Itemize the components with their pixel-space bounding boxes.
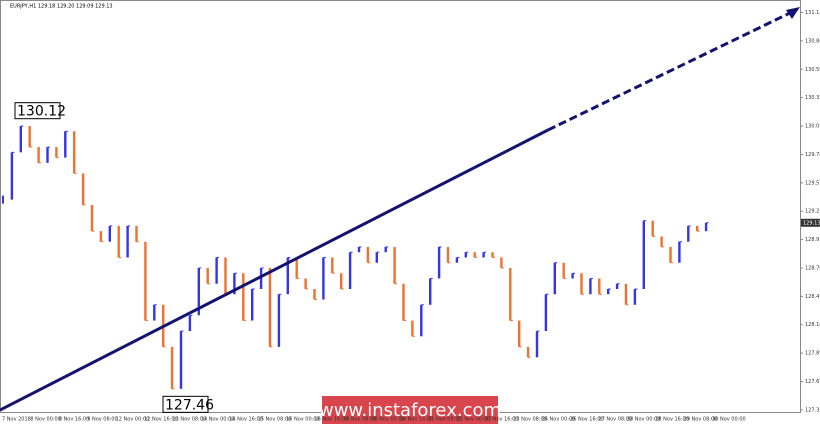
y-tick-label: 130.86 xyxy=(805,38,820,44)
x-tick-label: 20 Nov 00:00 xyxy=(371,417,405,423)
x-tick-label: 21 Nov 08:00 xyxy=(428,417,462,423)
x-tick-label: 22 Nov 16:00 xyxy=(485,417,519,423)
x-tick-label: 12 Nov 16:00 xyxy=(144,417,178,423)
trend-solid xyxy=(0,128,549,412)
x-tick-label: 8 Nov 16:00 xyxy=(59,417,90,423)
x-tick-label: 28 Nov 00:00 xyxy=(627,417,661,423)
x-tick-label: 15 Nov 08:00 xyxy=(258,417,292,423)
y-tick-label: 127.62 xyxy=(805,379,820,385)
x-tick-label: 27 Nov 08:00 xyxy=(598,417,632,423)
x-tick-label: 29 Nov 08:00 xyxy=(684,417,718,423)
trend-line xyxy=(0,7,800,412)
price-note-box xyxy=(162,395,209,413)
y-tick-label: 130.59 xyxy=(805,67,820,73)
x-tick-label: 9 Nov 08:00 xyxy=(87,417,118,423)
trend-dashed xyxy=(547,10,793,132)
y-tick-label: 128.70 xyxy=(805,265,820,271)
y-tick-label: 131.13 xyxy=(805,10,820,16)
x-tick-label: 19 Nov 08:00 xyxy=(343,417,377,423)
trend-arrow xyxy=(786,7,800,19)
x-tick-label: 13 Nov 08:00 xyxy=(172,417,206,423)
x-tick-label: 28 Nov 16:00 xyxy=(655,417,689,423)
x-tick-label: 26 Nov 00:00 xyxy=(542,417,576,423)
watermark-text: www.instaforex.com xyxy=(319,400,501,421)
x-tick-label: 30 Nov 00:00 xyxy=(712,417,746,423)
y-tick-label: 128.43 xyxy=(805,294,820,300)
last-price-box xyxy=(801,218,820,227)
chart-header: EURJPY,H1 129.18 129.20 129.09 129.13 xyxy=(10,4,113,10)
y-tick-label: 129.51 xyxy=(805,180,820,186)
last-price-label: 129.13 xyxy=(803,220,820,226)
y-tick-label: 128.97 xyxy=(805,237,820,243)
price-note: 130.12 xyxy=(17,104,66,120)
watermark: www.instaforex.com xyxy=(319,396,501,424)
x-tick-label: 14 Nov 16:00 xyxy=(229,417,263,423)
price-note-box xyxy=(14,102,61,120)
x-tick-label: 22 Nov 00:00 xyxy=(456,417,490,423)
y-tick-label: 129.24 xyxy=(805,209,820,215)
price-note: 127.46 xyxy=(165,397,214,413)
bars xyxy=(2,125,709,390)
x-tick-label: 20 Nov 16:00 xyxy=(400,417,434,423)
watermark-box xyxy=(322,396,498,424)
x-tick-label: 23 Nov 08:00 xyxy=(513,417,547,423)
x-tick-label: 7 Nov 2018 xyxy=(2,417,31,423)
x-tick-label: 14 Nov 00:00 xyxy=(201,417,235,423)
x-tick-label: 16 Nov 00:00 xyxy=(286,417,320,423)
y-tick-label: 129.78 xyxy=(805,152,820,158)
y-tick-label: 130.05 xyxy=(805,124,820,130)
y-tick-label: 127.89 xyxy=(805,351,820,357)
y-tick-label: 130.32 xyxy=(805,95,820,101)
y-tick-label: 127.35 xyxy=(805,407,820,413)
y-tick-label: 128.16 xyxy=(805,322,820,328)
x-tick-label: 26 Nov 16:00 xyxy=(570,417,604,423)
x-tick-label: 8 Nov 00:00 xyxy=(30,417,61,423)
x-tick-label: 16 Nov 16:00 xyxy=(314,417,348,423)
x-tick-label: 12 Nov 00:00 xyxy=(116,417,150,423)
